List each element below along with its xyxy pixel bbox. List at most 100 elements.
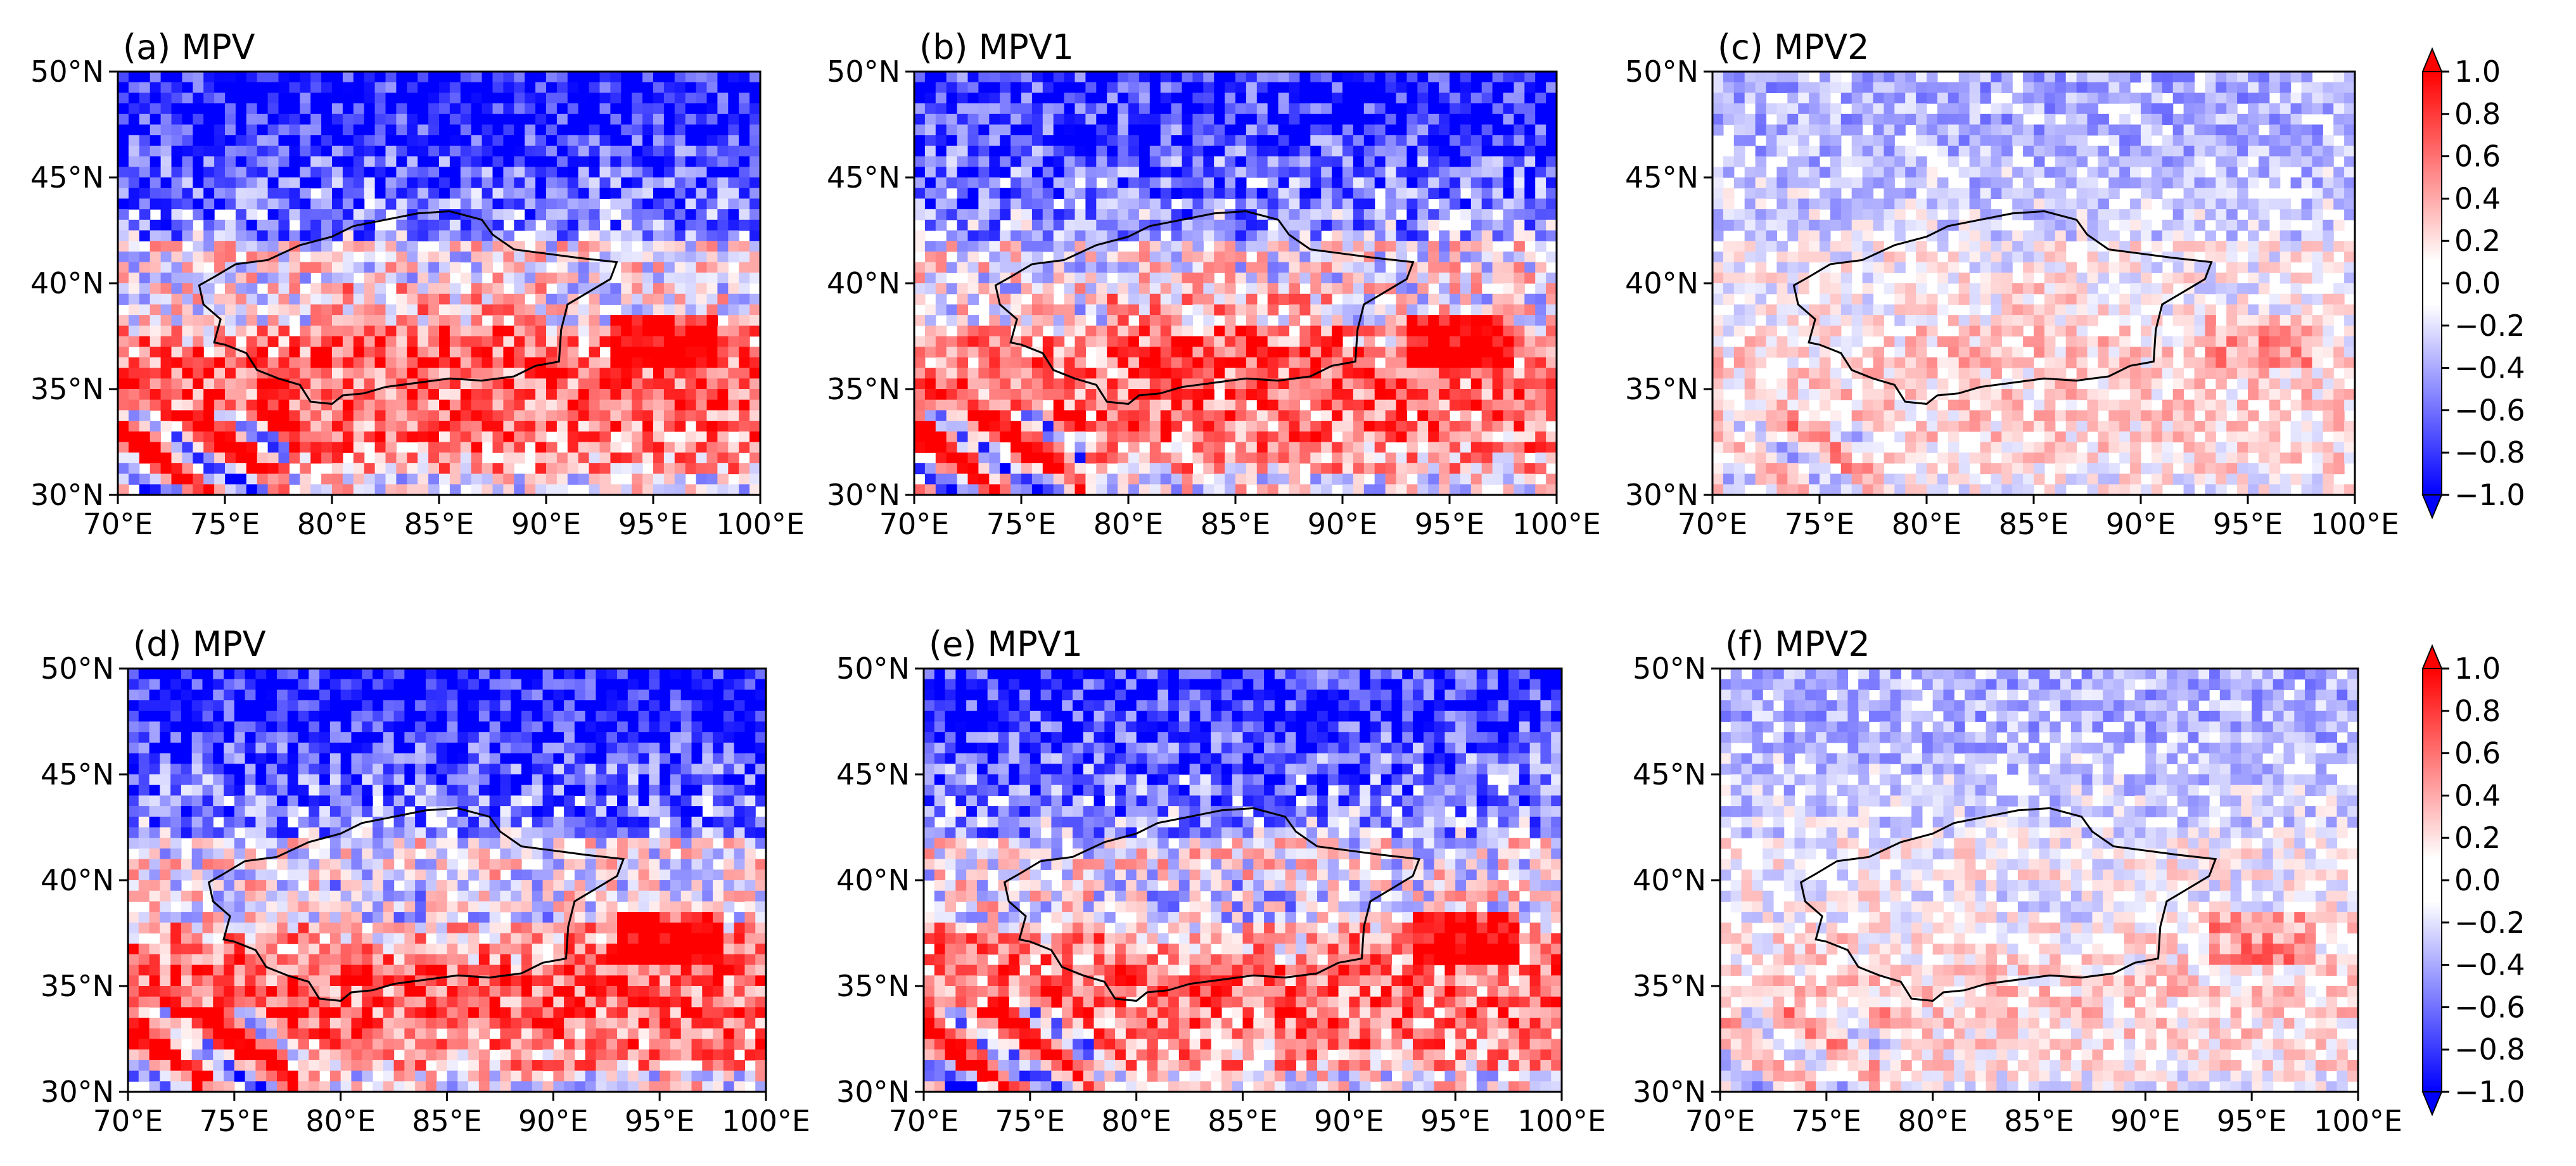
field-raster — [924, 669, 1562, 1092]
y-tick-label: 40°N — [1625, 266, 1699, 300]
colorbar-extend-max — [2421, 644, 2443, 669]
x-tick-label: 70°E — [93, 1104, 163, 1138]
y-tick-label: 45°N — [827, 160, 900, 195]
panel-title: (c) MPV2 — [1718, 27, 1869, 67]
colorbar-bottom: 1.0 0.8 0.6 0.4 0.2 0.0 −0.2 −0.4 −0.6 −0.8 −1.0 — [2421, 644, 2525, 1117]
x-tick-label: 95°E — [1415, 507, 1485, 541]
x-tick-label: 95°E — [2217, 1104, 2287, 1138]
panel-title: (a) MPV — [123, 27, 255, 67]
y-tick-label: 35°N — [30, 372, 104, 406]
x-tick-label: 90°E — [518, 1104, 589, 1138]
x-tick-label: 90°E — [2106, 507, 2176, 541]
x-tick-label: 70°E — [1685, 1104, 1756, 1138]
y-tick-label: 35°N — [1625, 372, 1699, 406]
x-tick-label: 80°E — [297, 507, 367, 541]
colorbar-tick-label: 0.0 — [2454, 863, 2501, 897]
panel-a: 70°E 75°E 80°E 85°E 90°E 95°E 100°E 30°N 35°N 40°… — [30, 27, 805, 541]
x-tick-label: 95°E — [1420, 1104, 1491, 1138]
y-tick-label: 30°N — [1633, 1075, 1706, 1109]
x-tick-label: 75°E — [986, 507, 1057, 541]
panel-c: 70°E 75°E 80°E 85°E 90°E 95°E 100°E 30°N 35°N 40°… — [1625, 27, 2399, 541]
y-tick-label: 30°N — [836, 1075, 910, 1109]
colorbar-top: 1.0 0.8 0.6 0.4 0.2 0.0 −0.2 −0.4 −0.6 −0.8 −1.0 — [2421, 47, 2525, 520]
colorbar-tick-label: 0.4 — [2454, 778, 2501, 812]
colorbar-tick-label: −1.0 — [2454, 1075, 2525, 1109]
field-raster — [118, 72, 760, 495]
x-tick-label: 70°E — [83, 507, 153, 541]
x-tick-label: 85°E — [1201, 507, 1271, 541]
y-tick-label: 50°N — [30, 54, 104, 89]
x-tick-label: 85°E — [2004, 1104, 2074, 1138]
colorbar-tick-label: −0.2 — [2454, 309, 2525, 343]
panel-f: 70°E 75°E 80°E 85°E 90°E 95°E 100°E 30°N 35°N 40°… — [1633, 624, 2402, 1138]
y-tick-label: 35°N — [1633, 969, 1706, 1003]
colorbar-extend-max — [2421, 47, 2443, 72]
panel-title: (f) MPV2 — [1725, 624, 1870, 664]
y-tick-label: 45°N — [1625, 160, 1699, 195]
y-tick-label: 40°N — [30, 266, 104, 300]
y-tick-label: 35°N — [41, 969, 114, 1003]
y-tick-label: 50°N — [41, 651, 114, 686]
x-tick-label: 100°E — [2311, 507, 2399, 541]
panel-e: 70°E 75°E 80°E 85°E 90°E 95°E 100°E 30°N 35°N 40°… — [836, 624, 1606, 1138]
field-raster — [1720, 669, 2358, 1092]
y-tick-label: 40°N — [827, 266, 900, 300]
panel-b: 70°E 75°E 80°E 85°E 90°E 95°E 100°E 30°N 35°N 40°… — [827, 27, 1601, 541]
region-outline — [1792, 210, 2213, 405]
y-tick-label: 30°N — [41, 1075, 114, 1109]
colorbar-tick-label: 0.2 — [2454, 224, 2501, 258]
colorbar-extend-min — [2421, 1091, 2443, 1117]
x-tick-label: 85°E — [1208, 1104, 1278, 1138]
x-tick-label: 75°E — [1785, 507, 1855, 541]
x-tick-label: 90°E — [2110, 1104, 2181, 1138]
x-tick-label: 90°E — [1314, 1104, 1384, 1138]
x-tick-label: 100°E — [1517, 1104, 1606, 1138]
colorbar-tick-label: −0.6 — [2454, 393, 2525, 427]
y-tick-label: 45°N — [41, 757, 114, 791]
x-tick-label: 75°E — [1792, 1104, 1862, 1138]
x-tick-label: 80°E — [1101, 1104, 1171, 1138]
field-raster — [914, 72, 1557, 495]
field-raster — [128, 669, 766, 1092]
colorbar-tick-label: 0.6 — [2454, 736, 2501, 771]
y-tick-label: 35°N — [836, 969, 910, 1003]
y-tick-label: 45°N — [836, 757, 910, 791]
x-tick-label: 95°E — [2213, 507, 2283, 541]
x-tick-label: 75°E — [200, 1104, 270, 1138]
panel-title: (e) MPV1 — [929, 624, 1083, 664]
colorbar-tick-label: −1.0 — [2454, 478, 2525, 512]
x-tick-label: 100°E — [716, 507, 805, 541]
x-tick-label: 95°E — [618, 507, 689, 541]
region-outline — [994, 210, 1415, 405]
colorbar-tick-label: −0.6 — [2454, 990, 2525, 1024]
y-tick-label: 45°N — [30, 160, 104, 195]
colorbar-extend-min — [2421, 494, 2443, 520]
colorbar-tick-label: 1.0 — [2454, 54, 2501, 89]
field-raster — [1712, 72, 2355, 495]
region-outline — [1003, 807, 1421, 1002]
x-tick-label: 80°E — [1897, 1104, 1968, 1138]
x-tick-label: 95°E — [625, 1104, 695, 1138]
x-tick-label: 70°E — [879, 507, 950, 541]
colorbar-tick-label: −0.4 — [2454, 351, 2525, 385]
y-tick-label: 30°N — [30, 478, 104, 512]
colorbar-tick-label: −0.4 — [2454, 948, 2525, 982]
colorbar-tick-label: −0.8 — [2454, 435, 2525, 470]
y-tick-label: 50°N — [1625, 54, 1699, 89]
x-tick-label: 80°E — [1094, 507, 1164, 541]
x-tick-label: 70°E — [889, 1104, 959, 1138]
colorbar-tick-label: 1.0 — [2454, 651, 2501, 686]
region-outline — [207, 807, 625, 1002]
region-outline — [1799, 807, 2217, 1002]
colorbar-tick-label: 0.0 — [2454, 266, 2501, 300]
y-tick-label: 50°N — [1633, 651, 1706, 686]
region-outline — [198, 210, 618, 405]
panel-title: (b) MPV1 — [919, 27, 1074, 67]
colorbar-tick-label: −0.2 — [2454, 906, 2525, 940]
x-tick-label: 75°E — [190, 507, 260, 541]
x-tick-label: 85°E — [412, 1104, 482, 1138]
x-tick-label: 100°E — [2314, 1104, 2402, 1138]
x-tick-label: 75°E — [995, 1104, 1066, 1138]
colorbar-tick-label: 0.8 — [2454, 97, 2501, 131]
